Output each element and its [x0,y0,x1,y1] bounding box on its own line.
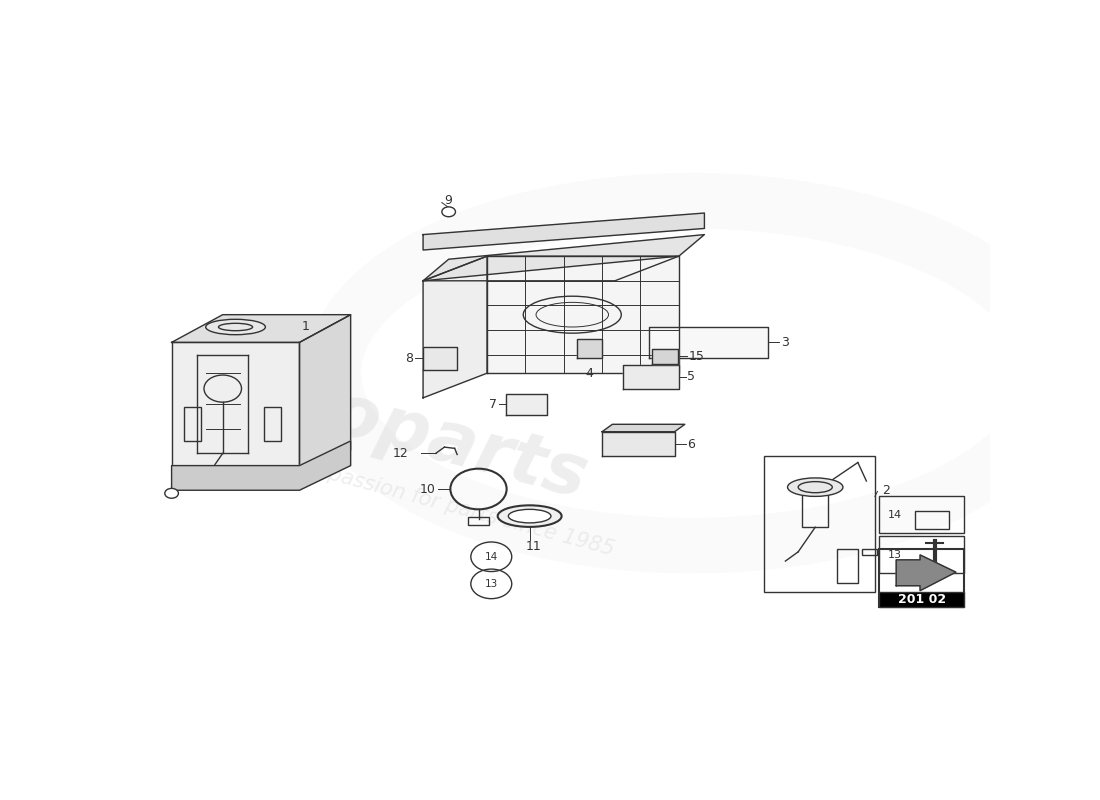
Text: 3: 3 [781,336,789,349]
Polygon shape [424,256,679,281]
Polygon shape [424,346,458,370]
Polygon shape [299,314,351,478]
Bar [879,496,965,534]
Ellipse shape [206,319,265,334]
Text: 14: 14 [485,552,498,562]
Text: 14: 14 [888,510,902,520]
Ellipse shape [788,478,843,496]
Text: a passion for parts since 1985: a passion for parts since 1985 [307,458,616,559]
Polygon shape [896,555,956,590]
Circle shape [165,488,178,498]
Ellipse shape [508,510,551,523]
Bar [879,537,965,574]
Text: 2: 2 [882,484,890,497]
Bar [264,407,280,441]
Polygon shape [506,394,547,415]
Polygon shape [424,256,487,398]
Bar [862,549,878,555]
Polygon shape [602,424,685,432]
Polygon shape [172,441,351,490]
Text: 10: 10 [420,482,436,495]
Text: 9: 9 [444,194,452,207]
Bar [879,549,965,607]
Ellipse shape [497,506,562,527]
Text: 11: 11 [526,539,542,553]
Text: 8: 8 [405,352,412,365]
Bar [469,518,488,525]
Polygon shape [649,327,768,358]
Bar [915,510,949,529]
Text: 7: 7 [490,398,497,411]
Polygon shape [424,234,704,281]
Bar [879,593,965,607]
Text: 4: 4 [585,367,593,380]
Bar [185,407,201,441]
Bar [764,456,875,592]
Text: 201 02: 201 02 [898,594,946,606]
Text: 1: 1 [302,321,310,334]
Text: 6: 6 [688,438,695,450]
Text: 13: 13 [888,550,902,560]
Polygon shape [424,213,704,250]
Polygon shape [624,365,679,389]
Polygon shape [602,432,674,456]
Text: 12: 12 [393,446,408,460]
Polygon shape [576,339,602,358]
Polygon shape [487,256,679,373]
Circle shape [442,207,455,217]
Bar [803,487,828,527]
Text: 13: 13 [485,579,498,589]
Text: 5: 5 [688,370,695,383]
Polygon shape [172,342,299,478]
Bar [836,549,858,582]
Polygon shape [172,314,351,342]
Polygon shape [652,349,678,364]
Text: 15: 15 [689,350,704,362]
Text: europarts: europarts [191,344,595,514]
